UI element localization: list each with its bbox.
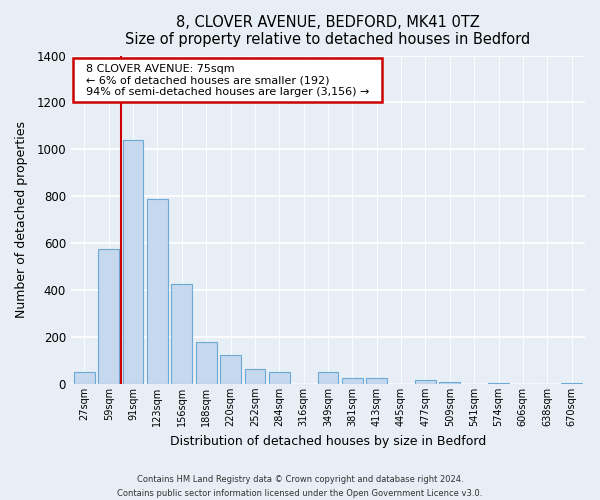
Bar bbox=[561, 382, 582, 384]
Bar bbox=[367, 378, 387, 384]
Bar bbox=[317, 372, 338, 384]
Bar bbox=[342, 378, 362, 384]
Bar bbox=[147, 198, 168, 384]
Text: 8 CLOVER AVENUE: 75sqm
  ← 6% of detached houses are smaller (192)
  94% of semi: 8 CLOVER AVENUE: 75sqm ← 6% of detached … bbox=[79, 64, 376, 97]
Y-axis label: Number of detached properties: Number of detached properties bbox=[15, 121, 28, 318]
Bar bbox=[488, 382, 509, 384]
Bar bbox=[196, 342, 217, 384]
Bar bbox=[98, 249, 119, 384]
Bar bbox=[439, 382, 460, 384]
Bar bbox=[415, 380, 436, 384]
Bar bbox=[74, 372, 95, 384]
Title: 8, CLOVER AVENUE, BEDFORD, MK41 0TZ
Size of property relative to detached houses: 8, CLOVER AVENUE, BEDFORD, MK41 0TZ Size… bbox=[125, 15, 530, 48]
Bar bbox=[220, 354, 241, 384]
Bar bbox=[245, 368, 265, 384]
Bar bbox=[172, 284, 192, 384]
Bar bbox=[269, 372, 290, 384]
X-axis label: Distribution of detached houses by size in Bedford: Distribution of detached houses by size … bbox=[170, 434, 486, 448]
Bar bbox=[123, 140, 143, 384]
Text: Contains HM Land Registry data © Crown copyright and database right 2024.
Contai: Contains HM Land Registry data © Crown c… bbox=[118, 476, 482, 498]
